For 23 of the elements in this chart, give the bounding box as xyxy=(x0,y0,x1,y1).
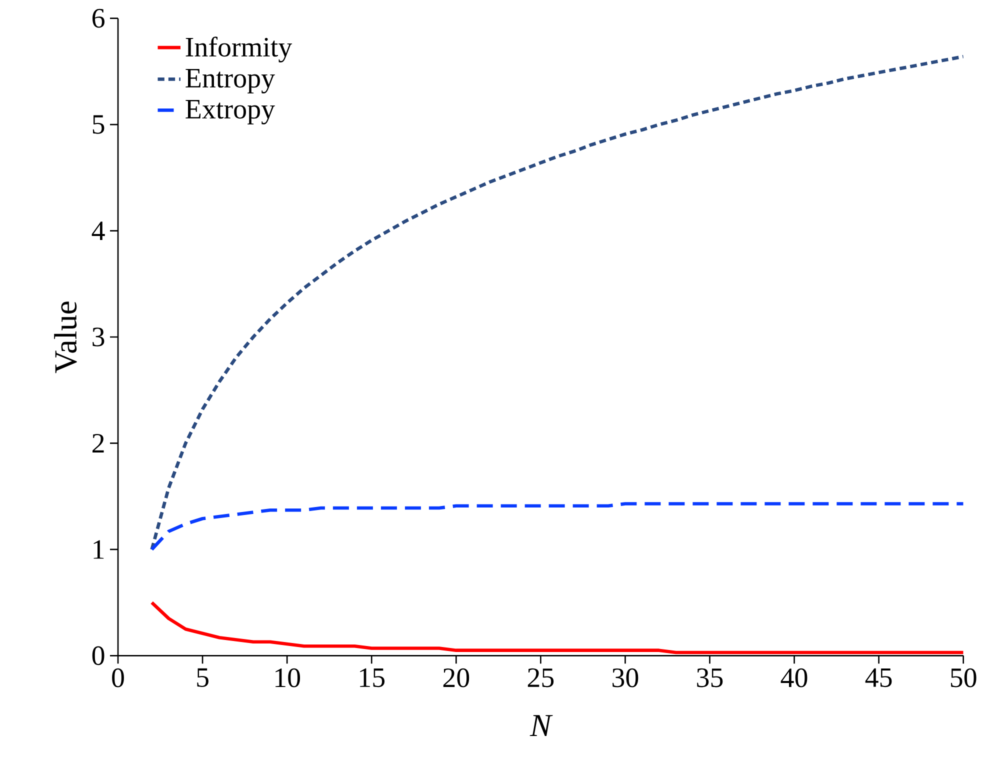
y-tick-label: 4 xyxy=(92,222,105,240)
y-tick-label: 2 xyxy=(92,434,104,452)
x-tick-label: 30 xyxy=(612,668,638,688)
x-tick-label: 35 xyxy=(697,668,723,688)
y-tick-label: 3 xyxy=(92,328,104,346)
x-tick-label: 20 xyxy=(443,668,470,688)
y-axis-title: Value xyxy=(54,302,77,374)
legend-label: Informity xyxy=(186,36,292,62)
legend-label: Entropy xyxy=(186,69,275,94)
x-tick-label: 25 xyxy=(528,668,554,688)
x-tick-label: 15 xyxy=(360,668,385,688)
x-tick-label: 50 xyxy=(950,668,976,688)
y-tick-label: 0 xyxy=(92,646,104,666)
y-tick-label: 5 xyxy=(92,115,104,134)
x-tick-label: 0 xyxy=(112,668,124,688)
y-tick-label: 1 xyxy=(94,540,104,559)
y-tick-label: 6 xyxy=(92,8,104,28)
x-axis-title: N xyxy=(530,715,553,736)
legend-label: Extropy xyxy=(186,100,275,124)
x-tick-label: 5 xyxy=(197,668,208,687)
x-tick-label: 10 xyxy=(276,668,300,688)
x-tick-label: 40 xyxy=(780,668,808,688)
x-tick-label: 45 xyxy=(865,668,892,688)
